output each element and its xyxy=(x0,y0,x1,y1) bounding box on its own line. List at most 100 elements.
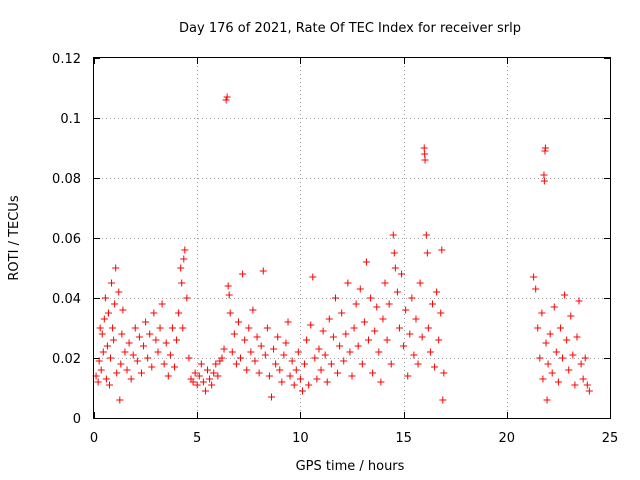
data-point xyxy=(103,342,111,350)
data-point xyxy=(204,366,212,374)
data-point xyxy=(418,333,426,341)
data-point xyxy=(536,354,544,362)
data-point xyxy=(135,333,143,341)
data-point xyxy=(265,372,273,380)
data-point xyxy=(270,345,278,353)
data-point xyxy=(113,369,121,377)
x-tick-label: 10 xyxy=(292,431,309,446)
data-point xyxy=(541,144,549,152)
data-point xyxy=(338,309,346,317)
data-point xyxy=(548,369,556,377)
data-point xyxy=(581,354,589,362)
data-point xyxy=(146,330,154,338)
data-point xyxy=(342,330,350,338)
data-point xyxy=(348,372,356,380)
data-point xyxy=(220,345,228,353)
data-point xyxy=(160,360,168,368)
data-point xyxy=(183,294,191,302)
data-point xyxy=(406,330,414,338)
data-point xyxy=(144,354,152,362)
data-point xyxy=(395,324,403,332)
axis-ticks: 0 5 10 15 20 25 0 0.02 0.04 0.06 0.08 0.1 0.12 xyxy=(52,52,618,446)
data-point xyxy=(296,375,304,383)
data-point xyxy=(137,369,145,377)
y-tick-label: 0.04 xyxy=(52,292,81,307)
data-point xyxy=(142,318,150,326)
data-point xyxy=(241,336,249,344)
x-axis-label: GPS time / hours xyxy=(296,459,405,474)
data-point xyxy=(284,318,292,326)
data-point xyxy=(116,396,124,404)
data-point xyxy=(294,348,302,356)
data-point xyxy=(404,372,412,380)
y-tick-label: 0.08 xyxy=(52,172,81,187)
data-point xyxy=(565,366,573,374)
data-point xyxy=(118,330,126,338)
y-tick-label: 0 xyxy=(73,412,81,427)
data-point xyxy=(255,369,263,377)
data-point xyxy=(100,315,108,323)
data-point xyxy=(552,348,560,356)
data-point xyxy=(115,288,123,296)
data-point xyxy=(435,336,443,344)
data-point xyxy=(437,309,445,317)
data-point xyxy=(158,300,166,308)
data-point xyxy=(286,372,294,380)
data-point xyxy=(358,360,366,368)
data-point xyxy=(152,336,160,344)
data-point xyxy=(243,366,251,374)
data-point xyxy=(175,309,183,317)
data-point xyxy=(117,360,125,368)
data-point xyxy=(191,369,199,377)
y-tick-label: 0.12 xyxy=(52,52,81,67)
data-point xyxy=(121,348,129,356)
data-point xyxy=(208,381,216,389)
data-point xyxy=(249,306,257,314)
data-point xyxy=(199,378,207,386)
data-point xyxy=(387,360,395,368)
data-point xyxy=(214,372,222,380)
data-point xyxy=(162,339,170,347)
data-point xyxy=(237,354,245,362)
data-point xyxy=(305,381,313,389)
data-point xyxy=(109,324,117,332)
data-point xyxy=(173,336,181,344)
data-point xyxy=(94,378,102,386)
data-point xyxy=(346,348,354,356)
grid xyxy=(94,58,610,418)
data-point xyxy=(398,270,406,278)
data-point xyxy=(340,357,348,365)
data-point xyxy=(321,351,329,359)
data-point xyxy=(180,255,188,263)
data-point xyxy=(110,336,118,344)
data-point xyxy=(212,360,220,368)
data-point xyxy=(532,285,540,293)
data-point xyxy=(156,324,164,332)
data-point xyxy=(222,96,230,104)
data-point xyxy=(189,378,197,386)
data-point xyxy=(539,375,547,383)
data-point xyxy=(201,387,209,395)
data-point xyxy=(571,381,579,389)
data-point xyxy=(102,375,110,383)
data-point xyxy=(154,348,162,356)
data-point xyxy=(554,378,562,386)
data-point xyxy=(360,318,368,326)
data-point xyxy=(98,330,106,338)
data-point xyxy=(125,339,133,347)
data-point xyxy=(561,291,569,299)
data-point xyxy=(223,93,231,101)
data-point xyxy=(218,354,226,362)
data-point xyxy=(431,363,439,371)
y-tick-label: 0.02 xyxy=(52,352,81,367)
data-point xyxy=(164,372,172,380)
data-point xyxy=(257,342,265,350)
data-point xyxy=(438,246,446,254)
data-point xyxy=(408,294,416,302)
data-point xyxy=(344,279,352,287)
data-point xyxy=(383,336,391,344)
data-point xyxy=(224,282,232,290)
data-point xyxy=(290,381,298,389)
data-point xyxy=(365,336,373,344)
